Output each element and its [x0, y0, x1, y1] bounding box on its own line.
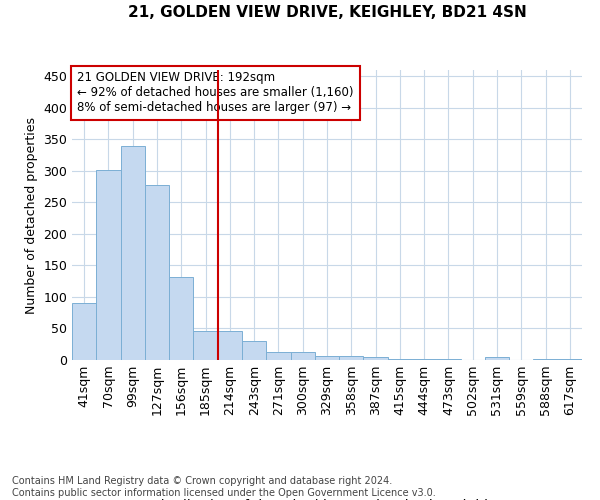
Bar — [558, 358, 582, 360]
X-axis label: Distribution of detached houses by size in Keighley: Distribution of detached houses by size … — [149, 499, 505, 500]
Bar — [485, 358, 509, 360]
Bar — [218, 331, 242, 360]
Text: 21 GOLDEN VIEW DRIVE: 192sqm
← 92% of detached houses are smaller (1,160)
8% of : 21 GOLDEN VIEW DRIVE: 192sqm ← 92% of de… — [77, 72, 353, 114]
Bar — [290, 352, 315, 360]
Bar — [266, 352, 290, 360]
Bar — [242, 341, 266, 360]
Title: 21, GOLDEN VIEW DRIVE, KEIGHLEY, BD21 4SN: 21, GOLDEN VIEW DRIVE, KEIGHLEY, BD21 4S… — [128, 5, 526, 20]
Bar — [72, 304, 96, 360]
Bar — [169, 278, 193, 360]
Bar — [533, 358, 558, 360]
Bar — [96, 170, 121, 360]
Bar — [121, 146, 145, 360]
Y-axis label: Number of detached properties: Number of detached properties — [25, 116, 38, 314]
Bar — [388, 358, 412, 360]
Bar — [193, 331, 218, 360]
Text: Contains HM Land Registry data © Crown copyright and database right 2024.
Contai: Contains HM Land Registry data © Crown c… — [12, 476, 436, 498]
Bar — [145, 186, 169, 360]
Bar — [364, 358, 388, 360]
Bar — [315, 356, 339, 360]
Bar — [339, 356, 364, 360]
